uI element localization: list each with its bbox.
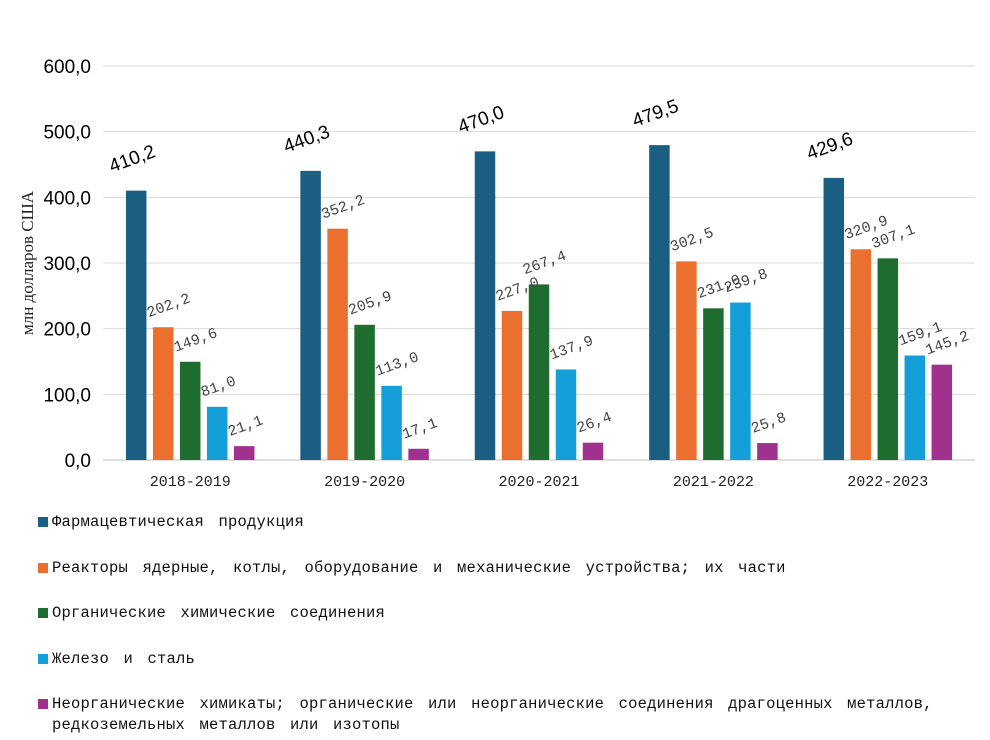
data-label: 25,8 xyxy=(749,409,789,437)
y-tick-label: 0,0 xyxy=(65,451,91,472)
bar xyxy=(850,249,872,460)
y-tick-label: 200,0 xyxy=(43,320,91,341)
bar-chart: 0,0 100,0 200,0 300,0 400,0 500,0 600,0 410,2 2… xyxy=(18,57,975,491)
x-tick-label: 2022-2023 xyxy=(847,474,928,491)
data-label: 479,5 xyxy=(630,96,682,132)
y-tick-label: 400,0 xyxy=(43,188,91,209)
bar xyxy=(233,446,255,460)
bar xyxy=(354,324,375,460)
bar xyxy=(179,361,201,460)
legend-swatch-inorganic xyxy=(38,699,48,709)
data-label: 267,4 xyxy=(521,248,569,279)
data-label: 352,2 xyxy=(319,192,367,223)
data-label: 440,3 xyxy=(281,122,333,158)
bar xyxy=(757,443,778,460)
data-label: 137,9 xyxy=(548,333,596,364)
y-tick-label: 600,0 xyxy=(43,57,91,78)
x-tick-label: 2020-2021 xyxy=(498,474,579,491)
bar xyxy=(528,284,550,460)
data-label: 205,9 xyxy=(346,288,394,319)
bar xyxy=(501,310,523,460)
data-label: 21,1 xyxy=(226,413,266,441)
y-tick-label: 100,0 xyxy=(43,385,91,406)
legend-swatch-iron-steel xyxy=(38,654,48,664)
legend-label-iron-steel: Железо и сталь xyxy=(52,650,196,668)
bar xyxy=(206,406,228,460)
data-label: 470,0 xyxy=(455,102,507,138)
bar xyxy=(649,145,670,460)
legend-item-inorganic: Неорганические химикаты; органические ил… xyxy=(38,694,958,736)
legend-swatch-organic xyxy=(38,608,48,618)
legend-item-iron-steel: Железо и сталь xyxy=(38,649,195,670)
data-label: 302,5 xyxy=(668,225,716,256)
legend-item-pharma: Фармацевтическая продукция xyxy=(38,512,304,533)
bar xyxy=(582,442,604,460)
bar xyxy=(676,261,697,460)
bar xyxy=(904,355,926,460)
y-tick-label: 300,0 xyxy=(43,254,91,275)
bar xyxy=(703,308,724,460)
bar xyxy=(327,228,348,460)
data-label: 113,0 xyxy=(373,349,421,380)
x-axis-ticks: 2018-2019 2019-2020 2020-2021 2021-2022 2022… xyxy=(150,474,929,491)
legend-label-pharma: Фармацевтическая продукция xyxy=(52,513,305,531)
data-label: 81,0 xyxy=(199,373,239,401)
data-label: 26,4 xyxy=(575,409,615,437)
data-label: 202,2 xyxy=(145,291,193,322)
legend-item-reactors: Реакторы ядерные, котлы, оборудование и … xyxy=(38,558,786,579)
data-label: 149,6 xyxy=(172,325,220,356)
bar xyxy=(877,258,899,460)
y-axis-label: млн долларов США xyxy=(18,190,37,335)
legend-swatch-reactors xyxy=(38,563,48,573)
bar xyxy=(931,364,953,460)
bar xyxy=(125,190,147,461)
legend-label-inorganic: Неорганические химикаты; органические ил… xyxy=(52,695,933,734)
legend-item-organic: Органические химические соединения xyxy=(38,603,385,624)
y-axis-ticks: 0,0 100,0 200,0 300,0 400,0 500,0 600,0 xyxy=(43,57,91,472)
data-label: 239,8 xyxy=(722,266,770,297)
bar xyxy=(381,385,402,460)
legend-label-organic: Органические химические соединения xyxy=(52,604,386,622)
bar xyxy=(730,302,751,460)
bar xyxy=(408,448,429,460)
x-tick-label: 2018-2019 xyxy=(150,474,231,491)
bar xyxy=(555,369,577,460)
x-tick-label: 2019-2020 xyxy=(324,474,405,491)
bar xyxy=(300,170,321,460)
data-label: 429,6 xyxy=(804,129,856,165)
x-tick-label: 2021-2022 xyxy=(673,474,754,491)
legend-swatch-pharma xyxy=(38,517,48,527)
y-tick-label: 500,0 xyxy=(43,123,91,144)
bars xyxy=(125,145,953,461)
bar xyxy=(474,151,496,460)
data-label: 17,1 xyxy=(400,415,440,443)
bar xyxy=(152,327,174,460)
legend-label-reactors: Реакторы ядерные, котлы, оборудование и … xyxy=(52,559,786,577)
bar xyxy=(823,177,845,460)
data-label: 410,2 xyxy=(106,141,158,177)
